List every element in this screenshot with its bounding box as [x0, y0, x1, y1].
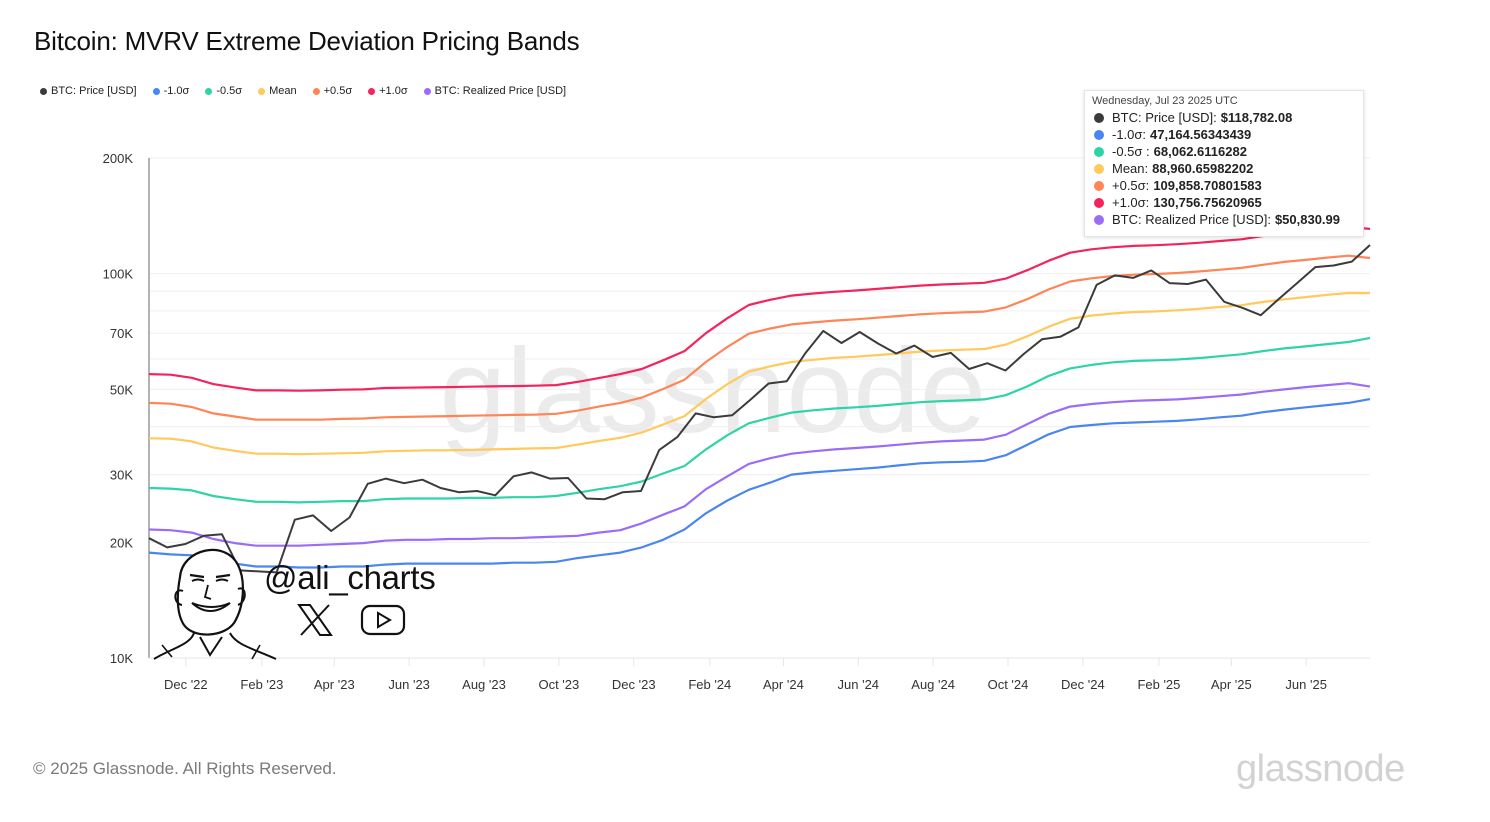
legend-label: +1.0σ: [379, 85, 408, 97]
x-axis: Dec '22 Feb '23 Apr '23 Jun '23 Aug '23 Oct '…: [149, 657, 1370, 692]
series-dot-icon: [1094, 214, 1104, 225]
legend-dot-icon: [368, 87, 376, 95]
legend-item-minus-0-5-sigma[interactable]: -0.5σ: [205, 85, 242, 97]
avatar-sketch: [150, 537, 280, 667]
y-tick-label: 50K: [110, 382, 133, 397]
tooltip-row-minus-0-5-sigma: -0.5σ :68,062.6116282: [1091, 143, 1363, 160]
legend-dot-icon: [423, 87, 431, 95]
tooltip-label: BTC: Realized Price [USD]:: [1112, 212, 1271, 227]
chart-title: Bitcoin: MVRV Extreme Deviation Pricing …: [34, 26, 580, 56]
legend-item-mean[interactable]: Mean: [258, 85, 297, 97]
series-line-+1.0-: [148, 225, 1371, 392]
y-tick-label: 200K: [103, 151, 134, 166]
series-line-mean: [148, 291, 1371, 456]
x-tick-label: Jun '24: [838, 677, 880, 692]
tooltip-value: 88,960.65982202: [1152, 161, 1254, 176]
x-tick-label: Dec '23: [612, 677, 656, 692]
tooltip-row-plus-1-sigma: +1.0σ: 130,756.75620965: [1091, 194, 1363, 211]
series-line--1.0-: [148, 398, 1371, 569]
y-axis: 10K 20K 30K 50K 70K 100K 200K: [103, 151, 150, 666]
series-dot-icon: [1094, 180, 1104, 191]
x-tick-label: Feb '24: [688, 677, 731, 692]
tooltip-value: 47,164.56343439: [1150, 127, 1252, 142]
series-dot-icon: [1094, 197, 1104, 208]
legend-item-realized-price[interactable]: BTC: Realized Price [USD]: [423, 85, 567, 97]
tooltip-row-minus-1-sigma: -1.0σ: 47,164.56343439: [1091, 126, 1363, 143]
x-tick-label: Apr '24: [763, 677, 804, 692]
series-line-+0.5-: [148, 254, 1371, 421]
youtube-logo-icon[interactable]: [360, 603, 406, 642]
center-watermark: glassnode: [439, 324, 986, 458]
y-tick-label: 10K: [110, 651, 133, 666]
tooltip-row-btc-price: BTC: Price [USD]: $118,782.08: [1091, 109, 1363, 126]
legend-dot-icon: [205, 87, 213, 95]
social-icons: [296, 603, 406, 642]
tooltip-label: BTC: Price [USD]:: [1112, 110, 1217, 125]
tooltip-value: 130,756.75620965: [1153, 195, 1262, 210]
legend-item-plus-1-sigma[interactable]: +1.0σ: [368, 85, 408, 97]
x-tick-label: Jun '25: [1285, 677, 1327, 692]
tooltip-value: 68,062.6116282: [1153, 144, 1247, 159]
x-tick-label: Aug '24: [911, 677, 955, 692]
author-handle: @ali_charts: [264, 559, 436, 596]
x-tick-label: Oct '24: [988, 677, 1029, 692]
legend-label: -1.0σ: [163, 85, 190, 97]
legend-item-minus-1-sigma[interactable]: -1.0σ: [152, 85, 190, 97]
x-tick-label: Aug '23: [462, 677, 506, 692]
series-line--0.5-: [148, 336, 1371, 504]
legend-label: BTC: Realized Price [USD]: [434, 85, 567, 97]
legend-label: Mean: [269, 85, 297, 97]
x-tick-label: Oct '23: [538, 677, 579, 692]
copyright-text: © 2025 Glassnode. All Rights Reserved.: [33, 759, 337, 778]
tooltip-row-plus-0-5-sigma: +0.5σ: 109,858.70801583: [1091, 177, 1363, 194]
tooltip-date: Wednesday, Jul 23 2025 UTC: [1092, 95, 1238, 107]
series-line-btc-realized-price-usd-: [148, 382, 1371, 547]
x-tick-label: Apr '25: [1211, 677, 1252, 692]
series-lines: [148, 225, 1371, 574]
series-dot-icon: [1094, 163, 1104, 174]
tooltip-value: $50,830.99: [1274, 212, 1341, 227]
legend-item-btc-price[interactable]: BTC: Price [USD]: [40, 85, 137, 97]
tooltip-row-realized-price: BTC: Realized Price [USD]: $50,830.99: [1091, 211, 1363, 228]
x-tick-label: Dec '22: [164, 677, 208, 692]
y-tick-label: 30K: [110, 468, 133, 483]
legend-label: -0.5σ: [216, 85, 243, 97]
tooltip-label: -1.0σ:: [1112, 127, 1147, 142]
legend-item-plus-0-5-sigma[interactable]: +0.5σ: [312, 85, 353, 97]
legend-dot-icon: [258, 87, 266, 95]
tooltip-value: $118,782.08: [1220, 110, 1293, 125]
x-tick-label: Jun '23: [388, 677, 430, 692]
tooltip-label: -0.5σ :: [1112, 144, 1150, 159]
series-dot-icon: [1094, 129, 1104, 140]
legend-dot-icon: [152, 87, 160, 95]
y-tick-label: 100K: [103, 267, 134, 282]
legend-label: BTC: Price [USD]: [51, 85, 137, 97]
glassnode-logo[interactable]: glassnode: [1236, 748, 1405, 790]
chart-legend: BTC: Price [USD] -1.0σ -0.5σ Mean +0.5σ …: [40, 85, 566, 97]
tooltip-label: +1.0σ:: [1112, 195, 1150, 210]
y-tick-label: 20K: [110, 535, 133, 550]
tooltip-label: +0.5σ:: [1112, 178, 1150, 193]
x-tick-label: Apr '23: [314, 677, 355, 692]
series-dot-icon: [1094, 112, 1104, 123]
x-tick-label: Feb '23: [240, 677, 283, 692]
legend-label: +0.5σ: [323, 85, 353, 97]
tooltip-value: 109,858.70801583: [1153, 178, 1262, 193]
legend-dot-icon: [40, 87, 47, 95]
tooltip-label: Mean:: [1112, 161, 1149, 176]
hover-tooltip: Wednesday, Jul 23 2025 UTC BTC: Price [U…: [1084, 90, 1364, 237]
tooltip-row-mean: Mean: 88,960.65982202: [1091, 160, 1363, 177]
series-line-btc-price-usd-: [148, 244, 1371, 574]
legend-dot-icon: [312, 87, 320, 95]
y-tick-label: 70K: [110, 326, 133, 341]
series-dot-icon: [1094, 146, 1104, 157]
x-tick-label: Feb '25: [1137, 677, 1180, 692]
x-logo-icon[interactable]: [296, 603, 334, 642]
x-tick-label: Dec '24: [1061, 677, 1105, 692]
